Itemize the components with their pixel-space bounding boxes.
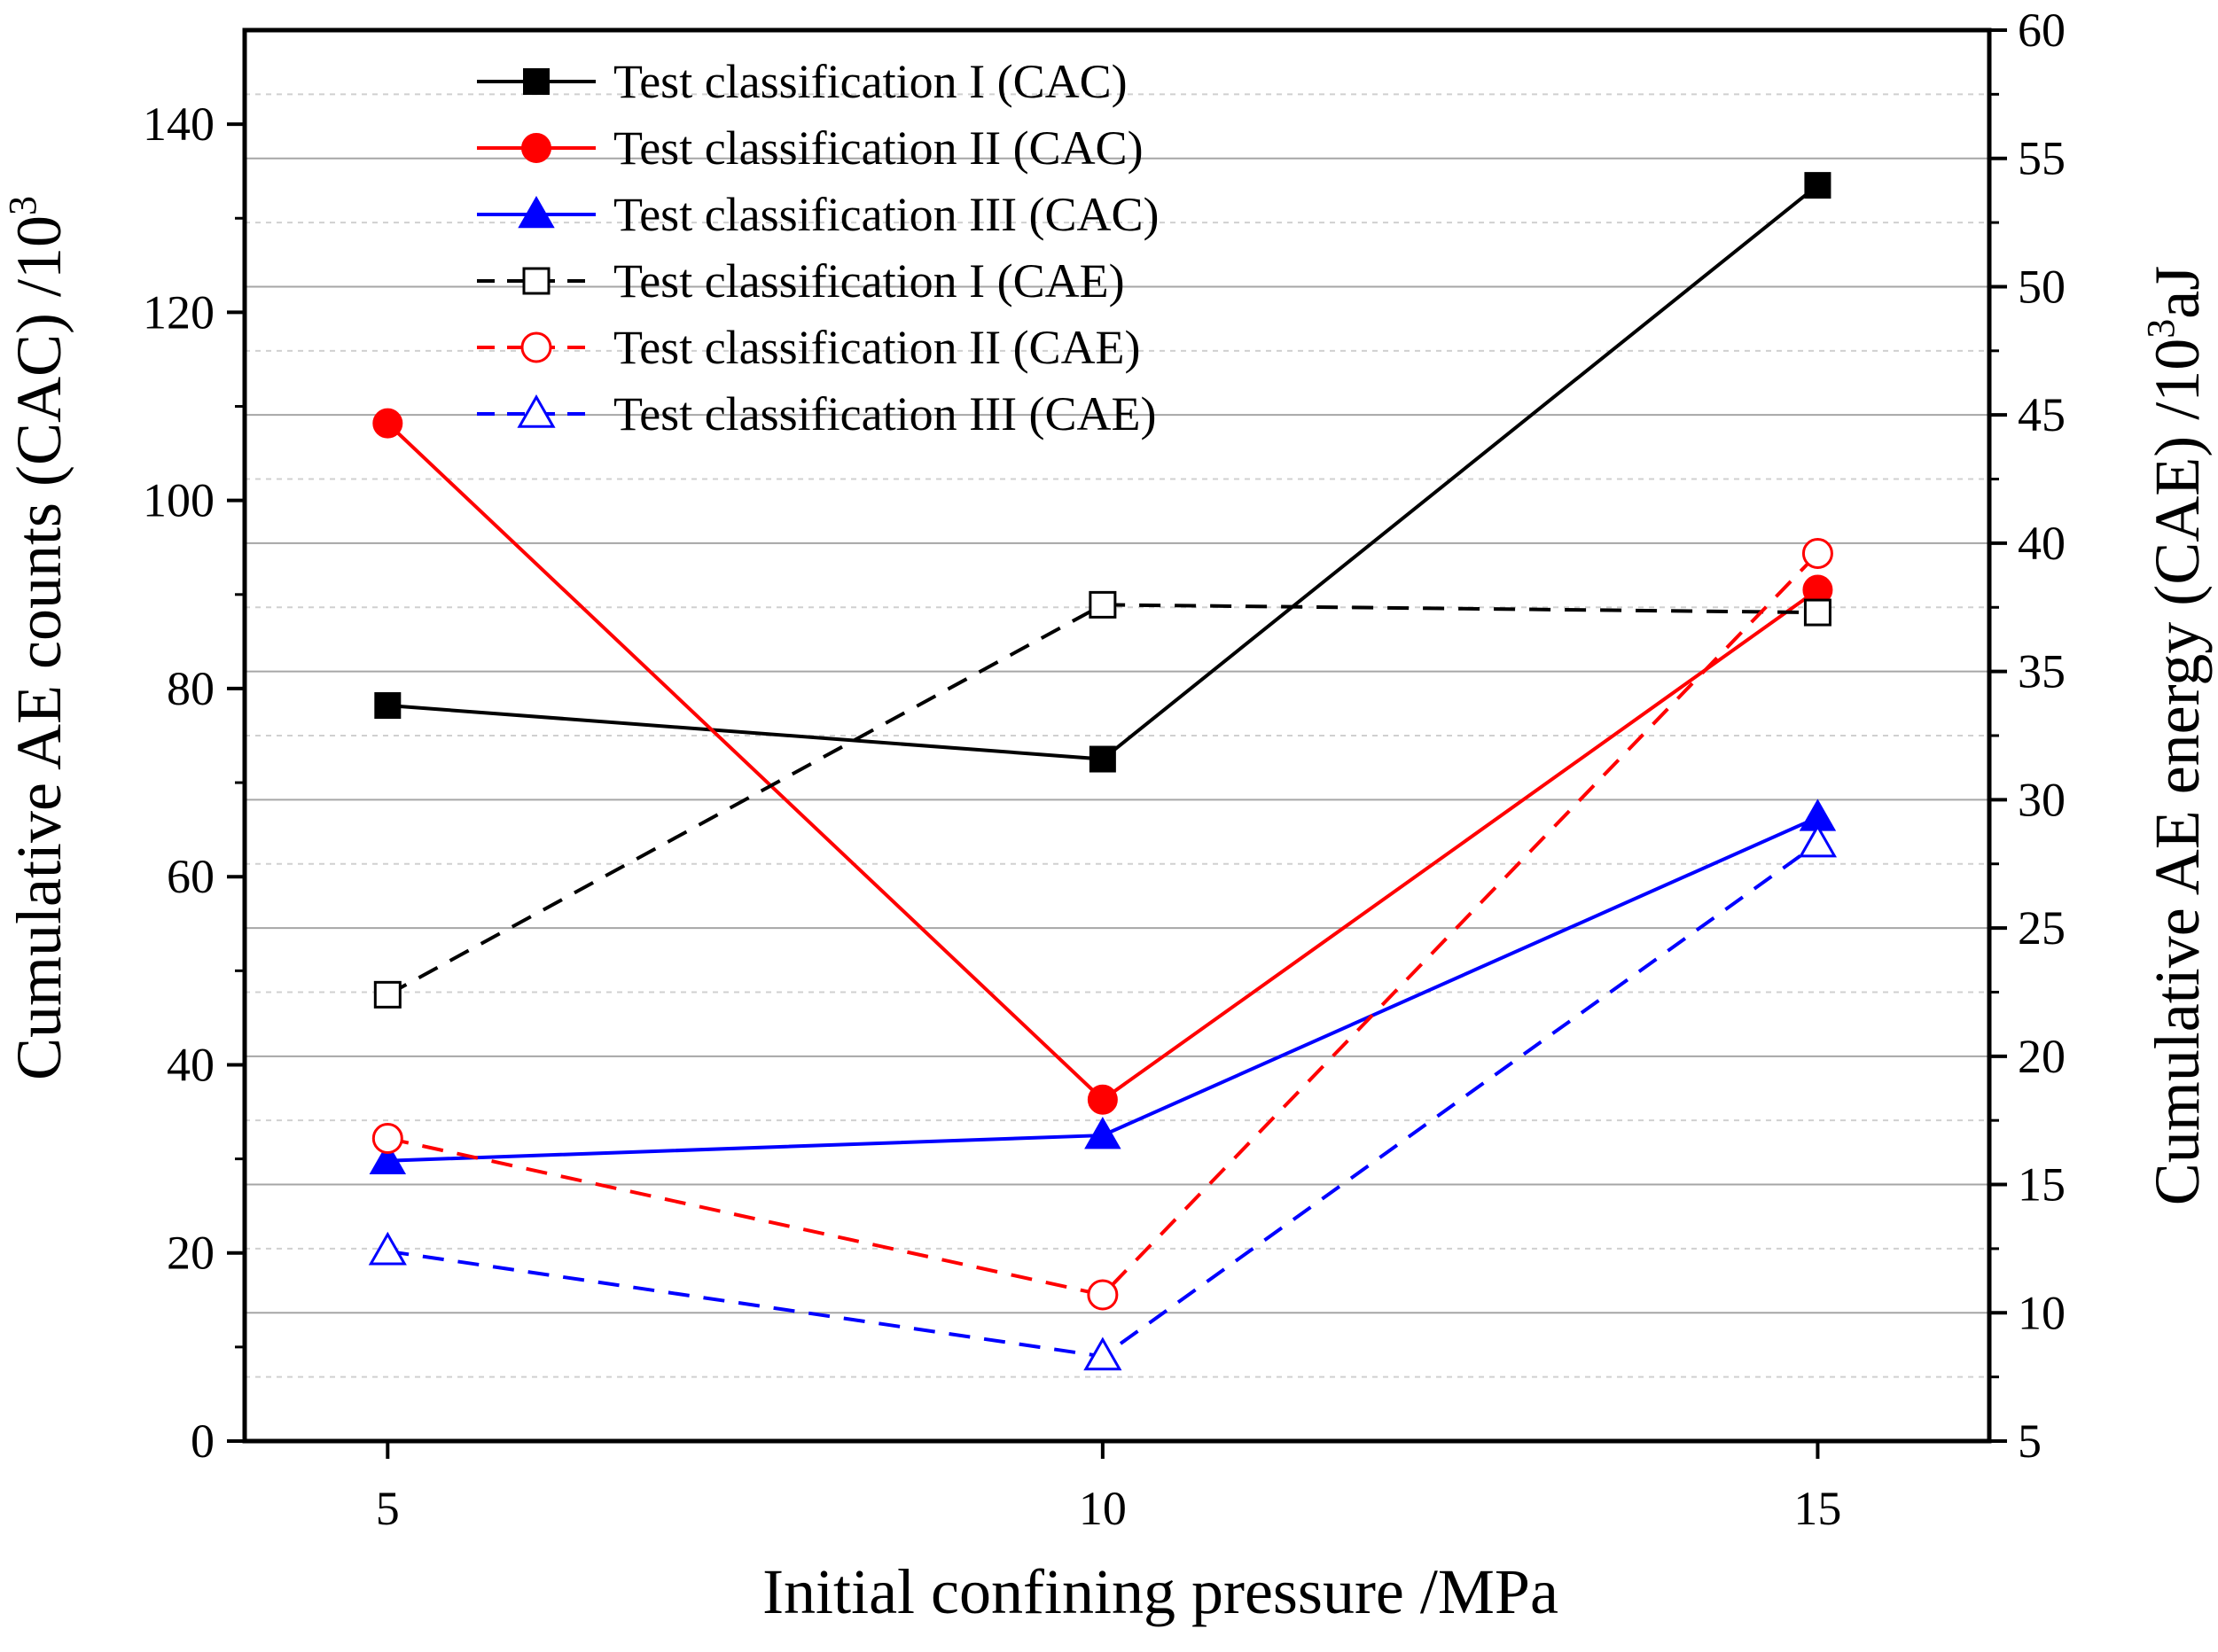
right-tick-label: 50 — [2018, 260, 2066, 313]
data-point-marker — [1804, 172, 1831, 199]
data-point-marker — [369, 1142, 407, 1174]
data-point-marker — [368, 1231, 407, 1266]
legend-item: Test classification III (CAE) — [477, 387, 1157, 440]
right-tick-label: 25 — [2018, 901, 2066, 955]
left-tick-label: 100 — [143, 474, 215, 527]
legend-marker — [523, 68, 550, 95]
data-point-marker — [1083, 1336, 1122, 1371]
series-1 — [374, 172, 1831, 773]
legend-marker — [520, 331, 552, 363]
right-axis-title-unit: aJ — [2142, 266, 2213, 319]
left-axis-title-sup: 3 — [1, 196, 44, 215]
left-axis-title: Cumulative AE counts (CAC) /103 — [1, 196, 74, 1080]
right-tick-label: 40 — [2018, 517, 2066, 570]
left-tick-label: 20 — [167, 1227, 215, 1280]
series-4 — [373, 590, 1831, 1009]
legend-label: Test classification II (CAE) — [613, 321, 1141, 374]
legend-marker — [517, 394, 556, 428]
legend: Test classification I (CAC) Test classifi… — [477, 55, 1160, 440]
series-line — [387, 603, 1818, 997]
series-line — [387, 552, 1819, 1297]
right-tick-label: 30 — [2018, 773, 2066, 826]
series-5 — [371, 537, 1833, 1311]
left-tick-label: 60 — [167, 850, 215, 903]
series-layer — [368, 172, 1838, 1371]
right-axis-title: Cumulative AE energy (CAE) /103aJ — [2139, 266, 2213, 1206]
x-tick-label: 10 — [1079, 1482, 1127, 1535]
data-point-marker — [371, 1122, 403, 1154]
legend-marker — [521, 133, 551, 163]
legend-label: Test classification III (CAC) — [613, 188, 1160, 241]
data-point-marker — [372, 408, 403, 439]
series-6 — [368, 823, 1838, 1371]
legend-label: Test classification II (CAC) — [613, 121, 1144, 175]
left-tick-label: 120 — [143, 285, 215, 339]
right-tick-label: 60 — [2018, 4, 2066, 57]
data-point-marker — [1087, 1084, 1118, 1115]
legend-item: Test classification II (CAC) — [477, 121, 1144, 175]
data-point-marker — [374, 692, 402, 720]
right-tick-label: 5 — [2018, 1414, 2042, 1468]
left-axis-title-main: Cumulative AE counts (CAC) /10 — [4, 215, 74, 1080]
data-point-marker — [1798, 823, 1838, 858]
data-point-marker — [1089, 590, 1117, 619]
data-point-marker — [1084, 1117, 1121, 1149]
legend-item: Test classification III (CAC) — [477, 188, 1160, 241]
legend-marker — [518, 195, 555, 229]
right-tick-label: 55 — [2018, 132, 2066, 185]
ticks-layer: 0 20 40 60 80 100 120 140 5 10 15 20 25 30 35 40 45 50 55 6… — [143, 4, 2066, 1535]
right-tick-label: 20 — [2018, 1030, 2066, 1083]
data-point-marker — [1089, 745, 1116, 773]
x-axis-title: Initial confining pressure /MPa — [762, 1556, 1558, 1627]
right-tick-label: 15 — [2018, 1158, 2066, 1212]
right-tick-label: 35 — [2018, 645, 2066, 698]
right-tick-label: 45 — [2018, 388, 2066, 441]
x-tick-label: 15 — [1793, 1482, 1841, 1535]
right-axis-title-sup: 3 — [2139, 319, 2183, 339]
left-tick-label: 140 — [143, 97, 215, 151]
legend-label: Test classification III (CAE) — [613, 387, 1157, 440]
series-2 — [372, 408, 1833, 1115]
legend-item: Test classification I (CAE) — [477, 254, 1125, 308]
data-point-marker — [373, 980, 402, 1009]
legend-label: Test classification I (CAC) — [613, 55, 1128, 108]
data-point-marker — [1803, 598, 1831, 627]
legend-label: Test classification I (CAE) — [613, 254, 1125, 308]
legend-item: Test classification II (CAE) — [477, 321, 1141, 374]
right-axis-title-main: Cumulative AE energy (CAE) /10 — [2142, 339, 2213, 1206]
legend-marker — [522, 267, 551, 295]
legend-item: Test classification I (CAC) — [477, 55, 1128, 108]
left-tick-label: 40 — [167, 1038, 215, 1091]
left-tick-label: 0 — [191, 1414, 215, 1468]
series-3 — [369, 799, 1837, 1174]
grid-layer — [245, 93, 1989, 1378]
data-point-marker — [1801, 537, 1833, 569]
x-tick-label: 5 — [376, 1482, 400, 1535]
data-point-marker — [1087, 1279, 1119, 1311]
right-tick-label: 10 — [2018, 1286, 2066, 1339]
left-tick-label: 80 — [167, 662, 215, 715]
